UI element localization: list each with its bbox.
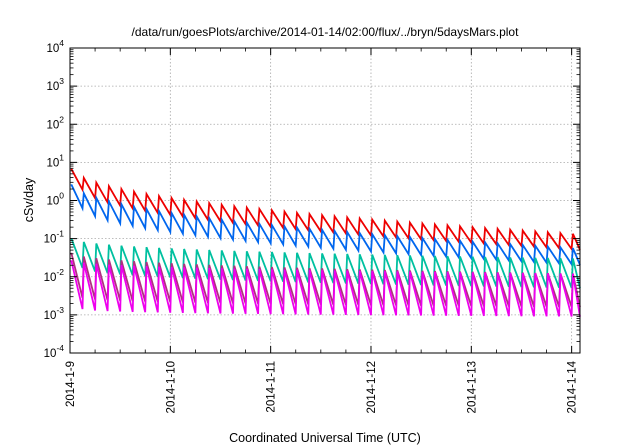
y-tick-exponent: -2 [56,267,64,277]
y-tick-exponent: 1 [59,152,64,162]
y-tick-base: 10 [46,119,59,131]
series-layer [70,168,581,317]
y-tick-exponent: 3 [59,76,64,86]
y-axis-label: cSv/day [22,177,36,222]
y-tick-label: 10-2 [44,267,65,284]
x-tick-label: 2014-1-12 [366,361,378,413]
y-tick-base: 10 [44,348,57,360]
y-tick-label: 103 [46,76,64,93]
y-tick-base: 10 [46,81,59,93]
grid [70,48,580,353]
y-tick-exponent: -3 [56,305,64,315]
y-tick-exponent: -4 [56,343,64,353]
series-line-2 [70,184,581,267]
y-tick-base: 10 [46,157,59,169]
y-tick-base: 10 [46,196,59,208]
y-tick-label: 10-1 [44,229,65,246]
y-tick-label: 100 [46,191,64,208]
y-tick-base: 10 [46,43,59,55]
y-tick-label: 104 [46,38,64,55]
y-tick-base: 10 [44,234,57,246]
x-tick-label: 2014-1-14 [567,360,579,413]
y-tick-exponent: 0 [59,191,64,201]
y-tick-label: 102 [46,114,64,131]
series-line-3 [70,237,581,289]
x-tick-label: 2014-1-11 [266,361,278,413]
y-tick-label: 101 [46,152,64,169]
y-tick-exponent: -1 [56,229,64,239]
x-tick-label: 2014-1-10 [165,361,177,413]
x-axis-label: Coordinated Universal Time (UTC) [229,431,421,445]
chart-title: /data/run/goesPlots/archive/2014-01-14/0… [132,25,520,39]
y-tick-exponent: 2 [59,114,64,124]
y-tick-base: 10 [44,272,57,284]
y-tick-base: 10 [44,310,57,322]
y-tick-label: 10-3 [44,305,65,322]
axis-ticks [69,47,580,354]
y-tick-exponent: 4 [59,38,64,48]
x-tick-label: 2014-1-13 [466,361,478,413]
x-tick-label: 2014-1-9 [65,361,77,407]
y-tick-label: 10-4 [44,343,65,360]
series-line-5 [70,260,581,317]
series-line-1 [70,168,581,252]
x-tick-labels: 2014-1-9 2014-1-10 2014-1-11 2014-1-12 2014-… [65,360,579,413]
